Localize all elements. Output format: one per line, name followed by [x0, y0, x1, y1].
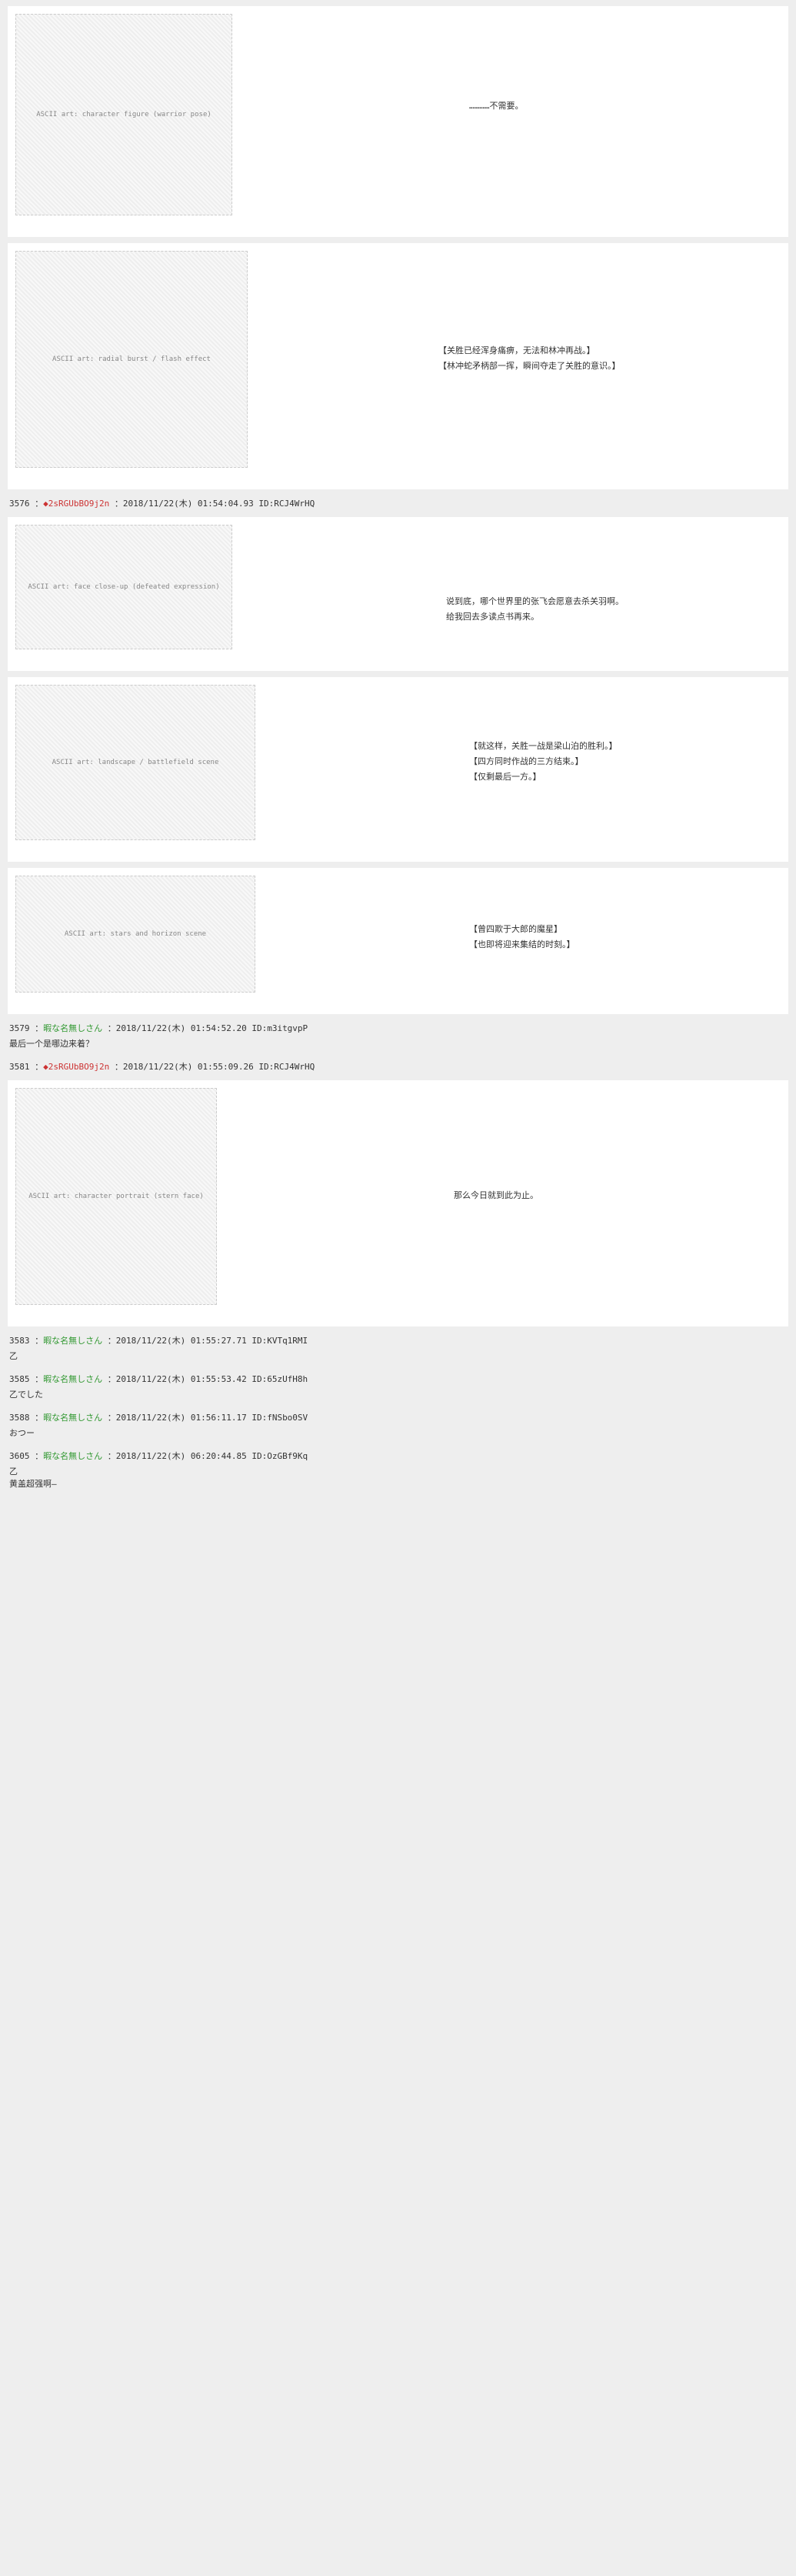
post-datetime: 2018/11/22(木) 01:55:53.42 [116, 1374, 247, 1384]
post-body-3585: 乙でした [0, 1386, 796, 1406]
post-id: ID:fNSbo0SV [251, 1413, 308, 1423]
caption-2: 【关胜已经浑身痛痹，无法和林冲再战。】 【林冲蛇矛柄部一挥，瞬间夺走了关胜的意识… [438, 343, 621, 374]
caption-line: 【也即将迎来集结的时刻。】 [469, 937, 575, 953]
post-datetime: 2018/11/22(木) 01:56:11.17 [116, 1413, 247, 1423]
caption-line: 【关胜已经浑身痛痹，无法和林冲再战。】 [438, 343, 621, 359]
post-trip: ◆2sRGUbBO9j2n [43, 499, 109, 509]
caption-line: 【林冲蛇矛柄部一挥，瞬间夺走了关胜的意识。】 [438, 359, 621, 374]
post-name: 暇な名無しさん [43, 1336, 102, 1346]
post-body-3583: 乙 [0, 1348, 796, 1368]
post-id: ID:KVTq1RMI [251, 1336, 308, 1346]
post-datetime: 2018/11/22(木) 01:55:27.71 [116, 1336, 247, 1346]
post-id: ID:RCJ4WrHQ [258, 499, 315, 509]
post-body-3605: 乙 黄盖超强啊— [0, 1463, 796, 1496]
caption-line: …………不需要。 [469, 98, 524, 114]
caption-1: …………不需要。 [469, 98, 524, 114]
post-datetime: 2018/11/22(木) 01:54:04.93 [123, 499, 254, 509]
ascii-art-2: ASCII art: radial burst / flash effect [15, 251, 248, 468]
ascii-art-3576b: ASCII art: landscape / battlefield scene [15, 685, 255, 840]
post-number: 3583 [9, 1336, 30, 1346]
post-id: ID:m3itgvpP [251, 1023, 308, 1033]
post-trip: ◆2sRGUbBO9j2n [43, 1062, 109, 1072]
ascii-art-3576c: ASCII art: stars and horizon scene [15, 876, 255, 993]
caption-line: 【仅剩最后一方。】 [469, 769, 618, 785]
caption-3576c: 【曾四欺于大郎的魔星】 【也即将迎来集结的时刻。】 [469, 922, 575, 953]
post-number: 3579 [9, 1023, 30, 1033]
post-name: 暇な名無しさん [43, 1451, 102, 1461]
post-meta-3585: 3585 ：暇な名無しさん ：2018/11/22(木) 01:55:53.42… [0, 1371, 796, 1386]
caption-3576a: 说到底，哪个世界里的张飞会愿意去杀关羽啊。 给我回去多读点书再来。 [446, 594, 624, 625]
post-name: 暇な名無しさん [43, 1374, 102, 1384]
caption-line: 【四方同时作战的三方结束。】 [469, 754, 618, 769]
ascii-art-3581: ASCII art: character portrait (stern fac… [15, 1088, 217, 1305]
post-datetime: 2018/11/22(木) 01:54:52.20 [116, 1023, 247, 1033]
post-id: ID:65zUfH8h [251, 1374, 308, 1384]
body-line: 黄盖超强啊— [9, 1477, 787, 1490]
caption-line: 给我回去多读点书再来。 [446, 609, 624, 625]
post-body-3588: おつー [0, 1425, 796, 1445]
post-id: ID:RCJ4WrHQ [258, 1062, 315, 1072]
post-id: ID:OzGBf9Kq [251, 1451, 308, 1461]
story-panel-3576c: ASCII art: stars and horizon scene 【曾四欺于… [8, 868, 788, 1014]
post-number: 3585 [9, 1374, 30, 1384]
story-panel-1: ASCII art: character figure (warrior pos… [8, 6, 788, 237]
caption-line: 【曾四欺于大郎的魔星】 [469, 922, 575, 937]
post-datetime: 2018/11/22(木) 06:20:44.85 [116, 1451, 247, 1461]
post-name: 暇な名無しさん [43, 1023, 102, 1033]
ascii-art-3576a: ASCII art: face close-up (defeated expre… [15, 525, 232, 649]
post-body-3579: 最后一个是哪边来着？ [0, 1036, 796, 1056]
post-number: 3605 [9, 1451, 30, 1461]
post-meta-3588: 3588 ：暇な名無しさん ：2018/11/22(木) 01:56:11.17… [0, 1410, 796, 1425]
post-number: 3588 [9, 1413, 30, 1423]
post-meta-3583: 3583 ：暇な名無しさん ：2018/11/22(木) 01:55:27.71… [0, 1333, 796, 1348]
caption-line: 那么今日就到此为止。 [454, 1188, 538, 1203]
story-panel-3581: ASCII art: character portrait (stern fac… [8, 1080, 788, 1326]
post-datetime: 2018/11/22(木) 01:55:09.26 [123, 1062, 254, 1072]
post-meta-3579: 3579 ：暇な名無しさん ：2018/11/22(木) 01:54:52.20… [0, 1020, 796, 1036]
post-meta-3576: 3576 ：◆2sRGUbBO9j2n ：2018/11/22(木) 01:54… [0, 496, 796, 511]
post-meta-3581: 3581 ：◆2sRGUbBO9j2n ：2018/11/22(木) 01:55… [0, 1059, 796, 1074]
story-panel-3576b: ASCII art: landscape / battlefield scene… [8, 677, 788, 862]
caption-3576b: 【就这样，关胜一战是梁山泊的胜利。】 【四方同时作战的三方结束。】 【仅剩最后一… [469, 739, 618, 784]
caption-line: 【就这样，关胜一战是梁山泊的胜利。】 [469, 739, 618, 754]
page-container: ASCII art: character figure (warrior pos… [0, 6, 796, 1496]
body-line: 乙 [9, 1465, 787, 1477]
post-number: 3576 [9, 499, 30, 509]
post-number: 3581 [9, 1062, 30, 1072]
story-panel-3576a: ASCII art: face close-up (defeated expre… [8, 517, 788, 671]
ascii-art-1: ASCII art: character figure (warrior pos… [15, 14, 232, 215]
caption-line: 说到底，哪个世界里的张飞会愿意去杀关羽啊。 [446, 594, 624, 609]
post-name: 暇な名無しさん [43, 1413, 102, 1423]
story-panel-2: ASCII art: radial burst / flash effect 【… [8, 243, 788, 489]
caption-3581: 那么今日就到此为止。 [454, 1188, 538, 1203]
post-meta-3605: 3605 ：暇な名無しさん ：2018/11/22(木) 06:20:44.85… [0, 1448, 796, 1463]
